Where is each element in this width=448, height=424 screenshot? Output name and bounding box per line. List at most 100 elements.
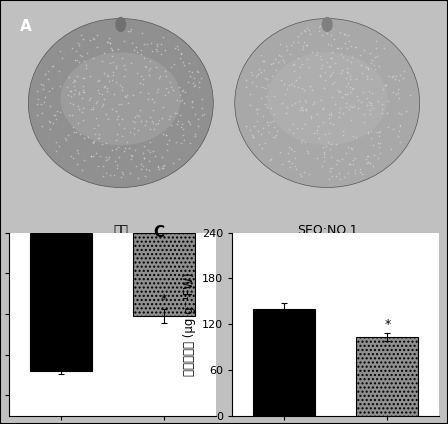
Point xyxy=(375,98,382,104)
Point xyxy=(355,97,362,103)
Point xyxy=(134,175,141,182)
Point xyxy=(343,82,350,89)
Point xyxy=(130,130,137,137)
Point xyxy=(71,128,78,135)
Point xyxy=(298,60,305,67)
Point xyxy=(105,78,112,85)
Point xyxy=(320,24,327,31)
Point xyxy=(49,120,56,126)
Point xyxy=(78,109,86,115)
Point xyxy=(79,36,86,42)
Point xyxy=(369,104,376,111)
Point xyxy=(345,70,352,76)
Point xyxy=(106,40,113,47)
Point xyxy=(149,118,156,125)
Point xyxy=(110,90,117,97)
Point xyxy=(266,119,273,126)
Point xyxy=(325,138,332,145)
Point xyxy=(109,53,116,60)
Point xyxy=(121,148,128,154)
Point xyxy=(332,100,339,107)
Point xyxy=(300,86,307,93)
Point xyxy=(69,124,77,131)
Point xyxy=(316,22,323,29)
Point xyxy=(349,86,356,92)
Point xyxy=(306,64,313,71)
Point xyxy=(181,136,188,143)
Point xyxy=(131,47,138,53)
Point xyxy=(93,98,100,104)
Point xyxy=(46,103,53,110)
Point xyxy=(363,160,370,167)
Point xyxy=(318,56,325,63)
Point xyxy=(162,47,169,53)
Point xyxy=(309,100,316,107)
Point xyxy=(362,156,369,162)
Point xyxy=(162,131,169,138)
Point xyxy=(249,79,256,86)
Point xyxy=(269,73,276,80)
Point xyxy=(66,74,73,81)
Point xyxy=(127,28,134,35)
Point xyxy=(163,73,170,79)
Point xyxy=(381,45,388,52)
Point xyxy=(171,109,178,116)
Point xyxy=(140,76,147,83)
Point xyxy=(383,82,390,89)
Point xyxy=(58,55,65,61)
Point xyxy=(296,107,303,114)
Point xyxy=(191,111,198,118)
Point xyxy=(252,105,259,112)
Point xyxy=(188,104,195,111)
Point xyxy=(300,169,307,176)
Point xyxy=(80,74,87,81)
Point xyxy=(103,39,110,46)
Point xyxy=(109,71,116,78)
Point xyxy=(151,98,158,105)
Point xyxy=(297,172,305,179)
Point xyxy=(146,64,153,71)
Point xyxy=(95,89,103,96)
Point xyxy=(67,100,74,106)
Point xyxy=(167,64,174,70)
Point xyxy=(46,119,53,126)
Point xyxy=(385,73,392,79)
Point xyxy=(163,147,170,153)
Point xyxy=(118,100,125,107)
Ellipse shape xyxy=(267,52,388,145)
Point xyxy=(349,84,356,91)
Point xyxy=(352,44,359,50)
Point xyxy=(326,114,333,121)
Point xyxy=(335,158,342,165)
Point xyxy=(106,171,113,178)
Text: *: * xyxy=(384,318,391,331)
Point xyxy=(263,92,270,99)
Point xyxy=(265,82,272,89)
Point xyxy=(126,170,134,176)
Point xyxy=(196,84,203,90)
Point xyxy=(34,100,41,107)
Point xyxy=(306,82,314,89)
Point xyxy=(321,153,328,160)
Point xyxy=(327,42,335,49)
Point xyxy=(124,100,131,107)
Point xyxy=(283,85,290,92)
Point xyxy=(366,160,374,167)
Point xyxy=(358,61,365,68)
Point xyxy=(289,61,296,68)
Point xyxy=(287,50,294,57)
Point xyxy=(305,149,312,156)
Point xyxy=(95,78,102,84)
Point xyxy=(394,90,401,97)
Point xyxy=(129,91,136,98)
Point xyxy=(339,54,346,61)
Point xyxy=(334,45,341,52)
Point xyxy=(332,161,339,168)
Point xyxy=(148,95,155,102)
Point xyxy=(185,78,192,85)
Point xyxy=(155,86,162,92)
Point xyxy=(272,55,279,62)
Point xyxy=(74,150,82,156)
Point xyxy=(288,81,295,88)
Point xyxy=(345,31,352,38)
